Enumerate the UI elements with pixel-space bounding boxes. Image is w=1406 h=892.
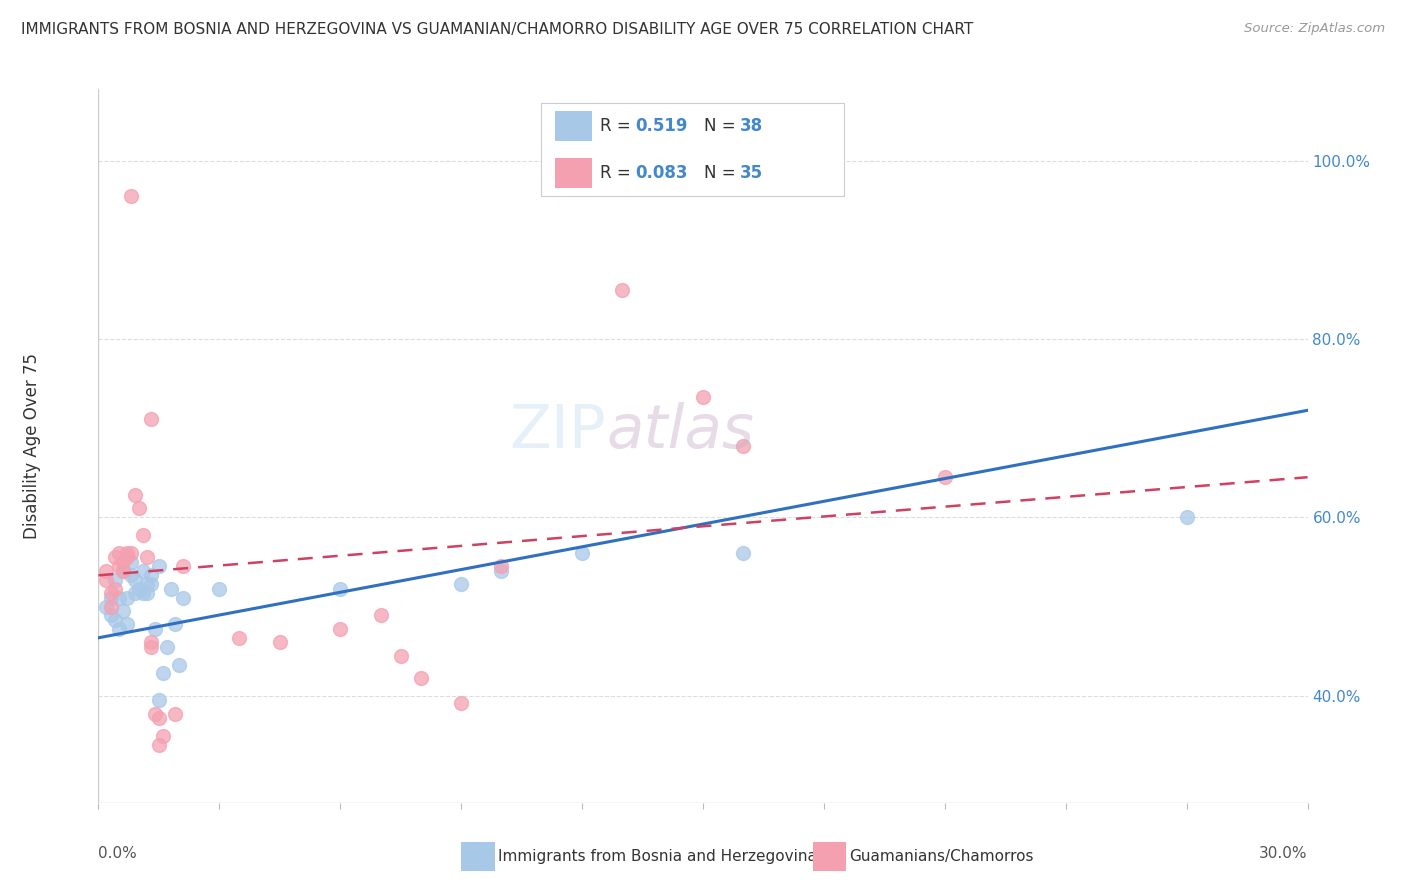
Point (107, 591, 129, 605)
Point (100, 599, 122, 614)
Point (148, 559, 170, 574)
Point (269, 635, 291, 649)
Point (111, 564, 134, 578)
Point (103, 582, 125, 596)
Point (612, 283, 634, 297)
Point (139, 412, 162, 426)
Point (135, 550, 157, 565)
Text: N =: N = (704, 164, 741, 182)
Point (163, 706, 186, 721)
Point (128, 501, 150, 516)
Point (100, 586, 122, 600)
Point (172, 591, 194, 605)
Text: Source: ZipAtlas.com: Source: ZipAtlas.com (1244, 22, 1385, 36)
Point (491, 564, 513, 578)
Point (124, 586, 146, 600)
Point (370, 608, 392, 623)
Text: IMMIGRANTS FROM BOSNIA AND HERZEGOVINA VS GUAMANIAN/CHAMORRO DISABILITY AGE OVER: IMMIGRANTS FROM BOSNIA AND HERZEGOVINA V… (21, 22, 973, 37)
Point (115, 617, 138, 632)
Text: 35: 35 (740, 164, 762, 182)
Point (103, 550, 125, 565)
Point (132, 528, 155, 542)
Point (132, 564, 155, 578)
Point (1175, 510, 1198, 524)
Text: ZIP: ZIP (509, 402, 606, 461)
Text: 38: 38 (740, 117, 762, 135)
Point (329, 622, 352, 636)
Point (389, 648, 412, 663)
Point (152, 729, 174, 743)
Text: Disability Age Over 75: Disability Age Over 75 (22, 353, 41, 539)
Point (571, 546, 593, 560)
Point (120, 568, 142, 582)
Point (692, 390, 714, 404)
Point (934, 470, 956, 484)
Point (115, 550, 138, 565)
Point (124, 488, 146, 502)
Point (107, 559, 129, 574)
Point (167, 657, 190, 672)
Text: Guamanians/Chamorros: Guamanians/Chamorros (849, 849, 1033, 863)
Point (135, 586, 157, 600)
Point (115, 546, 138, 560)
Point (163, 617, 186, 632)
Point (120, 555, 142, 569)
Point (103, 573, 125, 587)
Point (103, 613, 125, 627)
Point (96, 564, 118, 578)
Text: 30.0%: 30.0% (1260, 846, 1308, 861)
Point (111, 555, 134, 569)
Point (96, 599, 118, 614)
Point (172, 559, 194, 574)
Text: 0.083: 0.083 (636, 164, 688, 182)
Point (143, 622, 166, 636)
Point (107, 546, 129, 560)
Point (228, 631, 250, 645)
Text: Immigrants from Bosnia and Herzegovina: Immigrants from Bosnia and Herzegovina (498, 849, 817, 863)
Text: atlas: atlas (606, 402, 754, 461)
Text: N =: N = (704, 117, 741, 135)
Point (450, 577, 472, 591)
Point (148, 738, 170, 752)
Point (115, 591, 138, 605)
Point (450, 696, 472, 710)
Point (100, 591, 122, 605)
Point (111, 604, 134, 618)
Text: 0.519: 0.519 (636, 117, 688, 135)
Point (208, 582, 231, 596)
Point (733, 439, 755, 453)
Point (107, 622, 129, 636)
Point (329, 582, 352, 596)
Point (132, 586, 155, 600)
Point (120, 546, 142, 560)
Point (120, 189, 142, 203)
Point (96, 573, 118, 587)
Point (156, 640, 179, 654)
Point (152, 666, 174, 681)
Point (148, 693, 170, 707)
Point (139, 640, 162, 654)
Point (143, 706, 166, 721)
Point (733, 546, 755, 560)
Point (128, 582, 150, 596)
Point (139, 635, 162, 649)
Point (100, 608, 122, 623)
Point (124, 573, 146, 587)
Text: R =: R = (600, 164, 637, 182)
Point (139, 568, 162, 582)
Point (148, 711, 170, 725)
Point (135, 577, 157, 591)
Point (1175, 863, 1198, 877)
Text: 0.0%: 0.0% (98, 846, 138, 861)
Point (160, 582, 183, 596)
Point (409, 671, 432, 685)
Point (139, 577, 162, 591)
Point (491, 559, 513, 574)
Text: R =: R = (600, 117, 637, 135)
Point (111, 564, 134, 578)
